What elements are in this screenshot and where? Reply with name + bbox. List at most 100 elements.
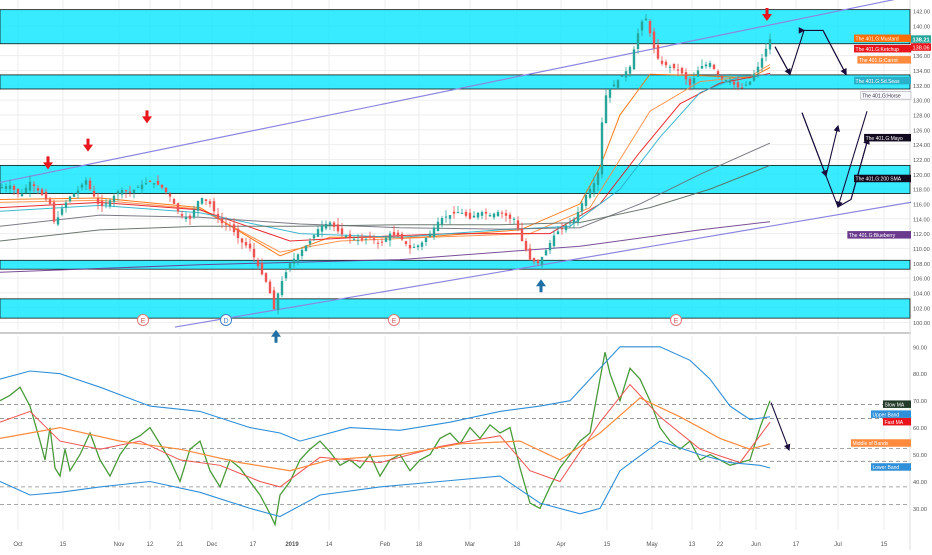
price-tick-label-18: 136.00 [913, 54, 930, 60]
candle-body-103 [412, 246, 416, 248]
legend-item-6[interactable]: The 401.G:200 SMA [854, 174, 911, 183]
candle-body-143 [572, 219, 576, 224]
indicator-tick-label-1: 40.00 [913, 480, 927, 486]
price-tick-label-5: 110.00 [913, 247, 930, 253]
zone-1 [0, 74, 911, 90]
price-tick-label-9: 118.00 [913, 188, 930, 194]
candle-body-128 [512, 218, 516, 220]
price-tick-label-14: 128.00 [913, 113, 930, 119]
candle-body-109 [436, 221, 440, 231]
candle-body-180 [720, 75, 724, 79]
candle-body-85 [340, 228, 344, 235]
indicator-tick-label-6: 90.00 [913, 345, 927, 351]
candle-body-177 [708, 63, 712, 67]
candle-body-137 [548, 242, 552, 251]
candle-body-21 [84, 180, 88, 185]
legend-label-7: The 401.G:Blueberry [849, 233, 896, 239]
candle-body-12 [48, 199, 52, 204]
event-badge-label-2: E [392, 318, 397, 325]
candle-body-127 [508, 214, 512, 219]
indicator-tick-label-4: 70.00 [913, 399, 927, 405]
legend-item-1[interactable]: The 401.G:Ketchup [854, 44, 911, 53]
indicator-legend-item-3[interactable]: Middle of Bands [851, 439, 911, 447]
legend-swatch-0 [854, 34, 911, 43]
indicator-legend-swatch-1 [871, 410, 911, 418]
candle-body-166 [664, 61, 668, 66]
candle-body-13 [52, 202, 56, 222]
candle-body-80 [320, 225, 324, 232]
indicator-legend-item-0[interactable]: Slow MA [883, 400, 911, 408]
time-tick-label-18: Jun [751, 542, 761, 548]
event-badge-circle-2 [388, 314, 400, 326]
candle-body-6 [24, 187, 28, 194]
candle-body-88 [352, 238, 356, 240]
time-tick-label-8: 14 [326, 542, 333, 548]
price-tick-label-2: 104.00 [913, 291, 930, 297]
candle-body-173 [692, 77, 696, 84]
candlesticks [0, 13, 772, 315]
indicator-line-3 [0, 346, 771, 442]
zone-0 [0, 9, 911, 45]
channel-line-0[interactable] [0, 0, 932, 184]
candle-body-7 [28, 181, 32, 191]
candle-body-22 [88, 180, 92, 190]
event-badge-circle-3 [670, 314, 682, 326]
candle-body-161 [644, 18, 648, 21]
candle-body-1 [4, 186, 8, 189]
candle-body-187 [748, 81, 752, 85]
legend-item-5[interactable]: The 401.G:Mayo [864, 133, 911, 142]
candle-body-133 [532, 258, 536, 262]
legend-item-7[interactable]: The 401.G:Blueberry [847, 231, 911, 239]
candle-body-146 [584, 195, 588, 206]
indicator-legend-label-4: Lower Band [873, 465, 900, 471]
legend-swatch-4 [860, 91, 912, 100]
candle-body-181 [724, 80, 728, 82]
time-tick-label-5: Dec [207, 542, 218, 548]
projection-arrow-4 [836, 111, 868, 209]
candle-body-185 [740, 87, 744, 89]
indicator-legend-item-1[interactable]: Upper Band [871, 410, 911, 418]
candle-body-164 [656, 45, 660, 59]
indicator-projection-arrow [770, 402, 791, 451]
candle-body-149 [596, 172, 600, 185]
candle-body-42 [168, 193, 172, 197]
candle-body-190 [760, 58, 764, 68]
candle-body-35 [140, 184, 144, 190]
price-tick-label-15: 130.00 [913, 99, 930, 105]
legend-label-6: The 401.G:200 SMA [856, 177, 902, 183]
price-tick-label-7: 114.00 [913, 217, 930, 223]
legend-item-2[interactable]: The 401.G:Carrot [857, 56, 911, 64]
time-tick-label-13: Apr [556, 542, 565, 548]
candle-body-174 [696, 70, 700, 77]
candle-body-175 [700, 66, 704, 69]
legend-item-3[interactable]: The 401.G:Sd.Seas [854, 76, 911, 85]
candle-body-119 [476, 212, 480, 218]
candle-body-116 [464, 211, 468, 216]
price-tick-label-13: 126.00 [913, 128, 930, 134]
channel-line-1[interactable] [174, 198, 932, 328]
time-tick-label-21: 15 [881, 542, 888, 548]
candle-body-53 [212, 201, 216, 212]
candle-body-155 [620, 75, 624, 77]
candle-body-188 [752, 74, 756, 81]
event-badge-3[interactable]: E [670, 314, 682, 326]
event-badge-1[interactable]: D [220, 314, 232, 326]
indicator-legend-item-2[interactable]: Fast MA [883, 417, 911, 426]
candle-body-81 [324, 223, 328, 229]
event-badge-0[interactable]: E [137, 314, 149, 326]
indicator-legend-item-4[interactable]: Lower Band [871, 463, 911, 471]
candle-body-66 [264, 273, 268, 282]
candle-body-90 [360, 238, 364, 241]
candle-body-71 [284, 272, 288, 279]
candle-body-91 [364, 238, 368, 240]
candle-body-165 [660, 60, 664, 64]
legend-item-4[interactable]: The 401.G:Horse [860, 91, 912, 100]
legend-item-0[interactable]: The 401.G:Mustard [854, 34, 911, 43]
candle-body-138 [552, 235, 556, 247]
legend-swatch-5 [864, 133, 911, 142]
event-badge-2[interactable]: E [388, 314, 400, 326]
candle-body-100 [400, 233, 404, 240]
zone-4 [0, 298, 911, 319]
